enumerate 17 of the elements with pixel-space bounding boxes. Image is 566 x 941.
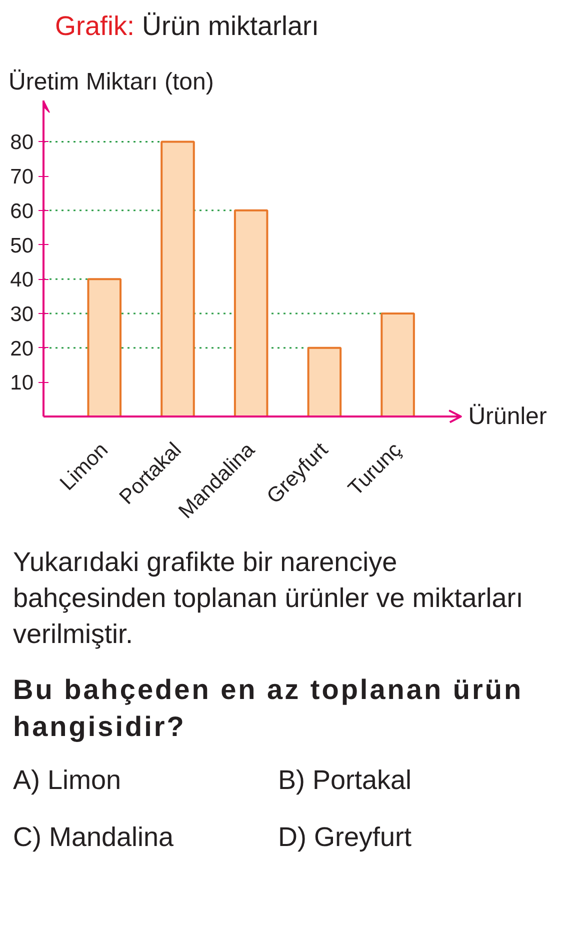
x-axis-title: Ürünler <box>468 403 547 430</box>
y-tick-label: 80 <box>10 131 34 154</box>
text: D) Greyfurt <box>278 820 413 854</box>
text: B) Portakal <box>278 764 413 798</box>
y-axis-title: Üretim Miktarı (ton) <box>8 68 214 96</box>
y-tick-label: 70 <box>10 166 34 189</box>
y-tick-label: 60 <box>10 200 34 223</box>
text: C) Mandalina <box>13 820 175 854</box>
y-tick-label: 50 <box>10 234 34 258</box>
y-tick-label: 20 <box>10 337 34 360</box>
y-tick-label: 30 <box>10 302 34 326</box>
text: Yukarıdaki grafikte bir narenciye bahçesinden toplanan ürünler ve miktarları verilmiştir. <box>13 546 524 651</box>
text: A) Limon <box>13 764 122 798</box>
chart-title: Grafik: Ürün miktarları <box>55 11 320 41</box>
y-tick-label: 10 <box>10 372 34 395</box>
y-tick-label: 40 <box>10 268 34 292</box>
text: Bu bahçeden en az toplanan ürün hangisidir? <box>13 672 524 744</box>
